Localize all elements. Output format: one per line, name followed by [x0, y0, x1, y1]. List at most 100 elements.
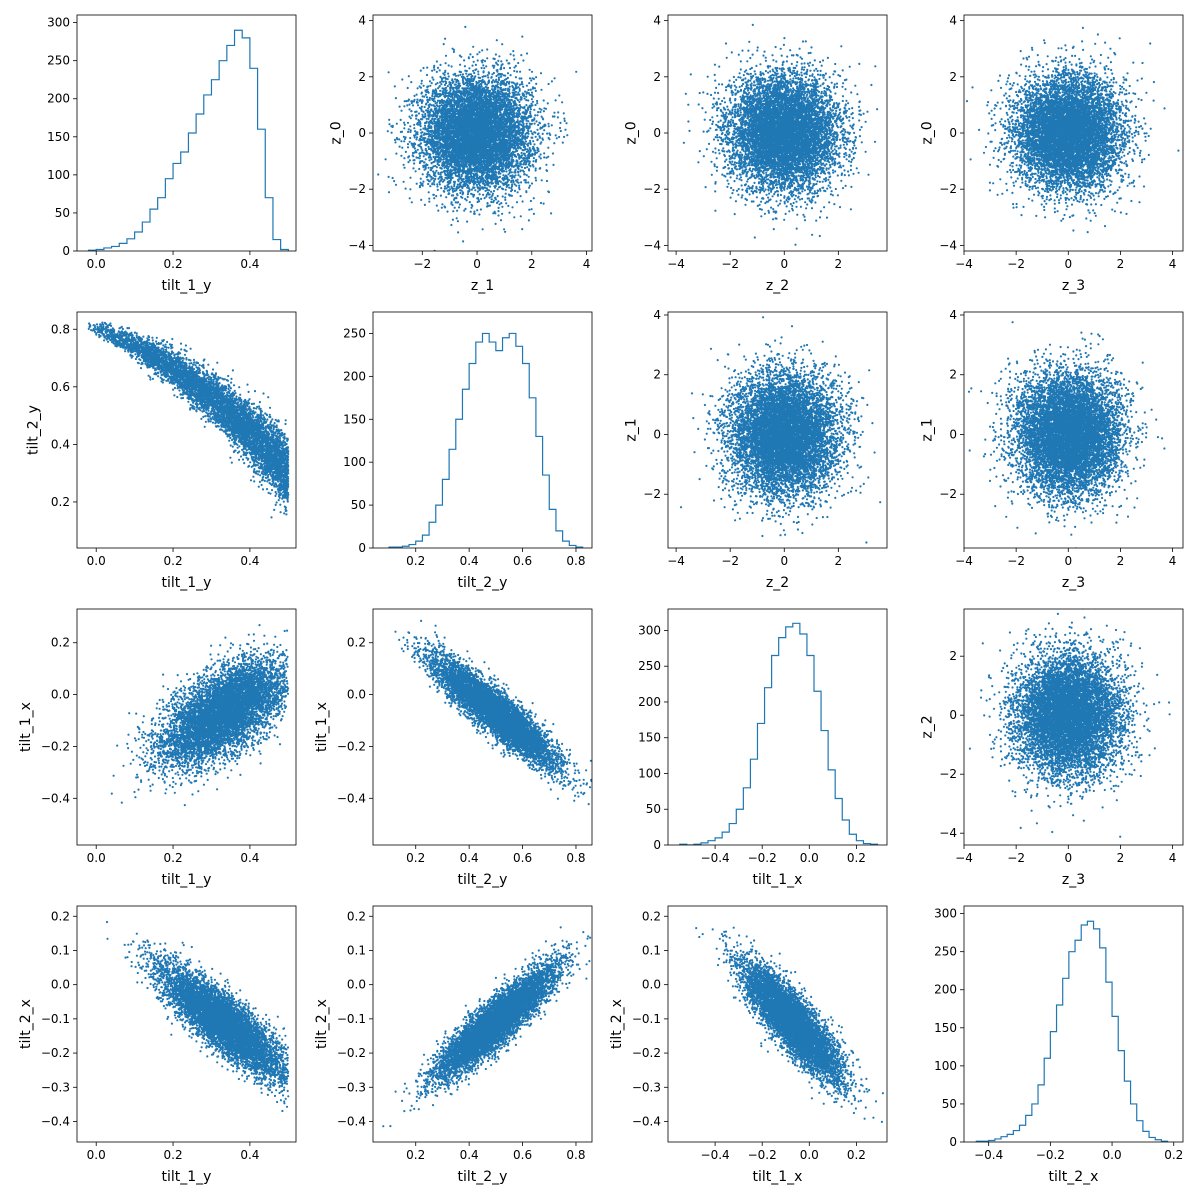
x-tick-label: 0.6 — [513, 554, 532, 568]
y-tick-label: 150 — [638, 731, 661, 745]
x-tick-label: 2 — [1117, 257, 1125, 271]
y-tick-label: 0 — [358, 541, 366, 555]
subplot-1-3: −4 −2 0 2 4 −2 0 2 4 z_3 z_1 — [920, 308, 1184, 591]
subplot-3-3: −0.4 −0.2 0.0 0.2 0 50 100 150 200 250 300 tilt_2_x — [934, 905, 1184, 1185]
y-tick-label: −0.2 — [337, 1046, 366, 1060]
x-tick-label: −4 — [955, 257, 973, 271]
y-tick-label: 0.2 — [51, 636, 70, 650]
y-axis-label: tilt_1_x — [18, 702, 34, 752]
plot-area — [975, 920, 1169, 1142]
y-tick-label: 250 — [343, 326, 366, 340]
x-tick-label: 0.2 — [164, 851, 183, 865]
subplot-2-1: 0.2 0.4 0.6 0.8 −0.4 −0.2 0.0 0.2 tilt_2_y tilt_1… — [314, 608, 593, 888]
scatter-points — [679, 316, 882, 544]
x-tick-label: 4 — [1169, 257, 1177, 271]
subplot-3-1: 0.2 0.4 0.6 0.8 −0.4 −0.3 −0.2 −0.1 0.0 0.1 0.2 til… — [314, 905, 593, 1185]
y-tick-label: 0.2 — [347, 636, 366, 650]
x-tick-label: 0.2 — [164, 554, 183, 568]
y-tick-label: 0.2 — [347, 909, 366, 923]
y-tick-label: 0 — [358, 126, 366, 140]
x-tick-label: 0.4 — [460, 554, 479, 568]
y-tick-label: 200 — [934, 983, 957, 997]
plot-area — [965, 26, 1180, 234]
y-tick-label: −2 — [939, 767, 957, 781]
x-axis-label: tilt_2_y — [458, 872, 508, 888]
axes-frame — [963, 311, 1184, 549]
y-axis-label: z_1 — [624, 418, 640, 441]
subplot-3-2: −0.4 −0.2 0.0 0.2 −0.4 −0.3 −0.2 −0.1 0.0 0.1 0.2 t… — [609, 905, 888, 1185]
y-tick-label: 2 — [949, 70, 957, 84]
x-tick-label: 0 — [1064, 851, 1072, 865]
subplot-3-0: 0.0 0.2 0.4 −0.4 −0.3 −0.2 −0.1 0.0 0.1 0.2 tilt_1… — [18, 905, 297, 1185]
x-tick-label: 0.4 — [240, 554, 259, 568]
y-tick-label: −0.2 — [632, 1046, 661, 1060]
x-tick-label: 2 — [1117, 554, 1125, 568]
y-tick-label: 0.8 — [51, 322, 70, 336]
axes-frame — [372, 905, 593, 1143]
y-tick-label: 0.1 — [347, 943, 366, 957]
y-tick-label: 300 — [47, 16, 70, 30]
y-tick-label: −0.4 — [337, 1114, 366, 1128]
x-tick-label: −0.4 — [701, 851, 730, 865]
x-tick-label: 0.0 — [1103, 1148, 1122, 1162]
y-tick-label: 0 — [949, 126, 957, 140]
x-axis-label: z_3 — [1062, 278, 1085, 294]
x-tick-label: 0.8 — [566, 1148, 585, 1162]
y-tick-label: 0 — [653, 427, 661, 441]
plot-area — [679, 622, 879, 845]
scatter-points — [105, 920, 290, 1113]
x-tick-label: 0.2 — [164, 257, 183, 271]
y-tick-label: 100 — [343, 455, 366, 469]
x-tick-label: 0.6 — [513, 851, 532, 865]
y-tick-label: −0.4 — [337, 791, 366, 805]
y-axis-label: z_0 — [624, 121, 640, 144]
x-tick-label: −2 — [1007, 257, 1025, 271]
y-tick-label: 50 — [351, 498, 366, 512]
y-tick-label: 200 — [343, 369, 366, 383]
x-tick-label: 0.0 — [87, 257, 106, 271]
y-tick-label: −2 — [939, 487, 957, 501]
y-tick-label: 4 — [653, 308, 661, 322]
subplot-1-1: 0.2 0.4 0.6 0.8 0 50 100 150 200 250 tilt_2_y — [343, 311, 593, 591]
axes-frame — [372, 608, 593, 846]
plot-area — [394, 619, 592, 806]
x-tick-label: 0.0 — [87, 851, 106, 865]
plot-area — [679, 316, 882, 544]
x-tick-label: −4 — [667, 257, 685, 271]
plot-area — [110, 624, 290, 807]
x-axis-label: tilt_1_x — [753, 1169, 803, 1185]
scatter-points — [695, 926, 885, 1123]
x-tick-label: 2 — [835, 257, 843, 271]
y-tick-label: −2 — [348, 182, 366, 196]
y-axis-label: z_1 — [920, 418, 936, 441]
x-axis-label: tilt_1_x — [753, 872, 803, 888]
y-axis-label: z_2 — [920, 715, 936, 738]
x-tick-label: 2 — [1117, 851, 1125, 865]
x-axis-label: z_2 — [766, 575, 789, 591]
x-tick-label: −0.2 — [1036, 1148, 1065, 1162]
x-axis-label: tilt_1_y — [162, 1169, 212, 1185]
y-tick-label: 4 — [949, 14, 957, 28]
scatter-points — [965, 26, 1180, 234]
y-axis-label: tilt_2_y — [25, 405, 41, 455]
axes-frame — [76, 905, 297, 1143]
x-tick-label: 0.8 — [566, 851, 585, 865]
histogram-step-line — [388, 332, 584, 548]
y-tick-label: −0.4 — [41, 791, 70, 805]
x-axis-label: tilt_1_y — [162, 278, 212, 294]
scatter-points — [682, 23, 879, 246]
scatter-points — [87, 321, 290, 519]
y-tick-label: 0 — [653, 838, 661, 852]
y-tick-label: 4 — [949, 308, 957, 322]
plot-area — [105, 920, 290, 1113]
x-tick-label: −2 — [413, 257, 431, 271]
y-tick-label: 200 — [47, 92, 70, 106]
y-tick-label: 150 — [934, 1021, 957, 1035]
histogram-step-line — [679, 622, 879, 845]
y-tick-label: 250 — [638, 659, 661, 673]
x-axis-label: tilt_1_y — [162, 575, 212, 591]
x-tick-label: 0.2 — [847, 1148, 866, 1162]
y-tick-label: −4 — [643, 238, 661, 252]
y-tick-label: 50 — [942, 1097, 957, 1111]
y-tick-label: 2 — [653, 70, 661, 84]
